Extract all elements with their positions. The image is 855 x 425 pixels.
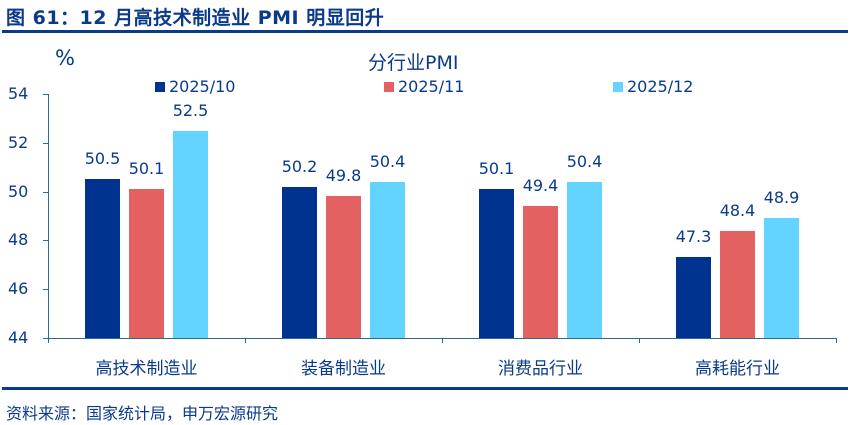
- chart-title: 分行业PMI: [368, 52, 459, 74]
- y-axis-unit: %: [55, 46, 75, 70]
- title-divider: [2, 30, 848, 33]
- y-tick-mark: [43, 240, 48, 241]
- legend-label: 2025/11: [398, 77, 465, 96]
- bar-value-label: 48.4: [719, 200, 756, 220]
- bar-value-label: 47.3: [675, 227, 712, 247]
- x-category-label: 装备制造业: [301, 359, 386, 379]
- figure-title: 图 61：12 月高技术制造业 PMI 明显回升: [6, 7, 385, 29]
- bar-2025-11: [326, 196, 361, 338]
- bar-value-label: 50.4: [566, 151, 603, 171]
- bar-2025-11: [523, 206, 558, 338]
- x-tick-mark: [639, 338, 640, 343]
- legend-swatch-2025-12: [613, 81, 623, 92]
- y-tick-label: 50: [8, 181, 29, 201]
- y-tick-label: 52: [8, 132, 29, 152]
- y-axis: [48, 94, 49, 339]
- legend-label: 2025/12: [627, 77, 694, 96]
- bar-2025-12: [370, 181, 405, 338]
- x-category-label: 消费品行业: [498, 359, 583, 379]
- y-tick-mark: [43, 143, 48, 144]
- bar-value-label: 50.1: [128, 159, 165, 179]
- bar-value-label: 49.8: [325, 166, 362, 186]
- bar-2025-10: [282, 186, 317, 338]
- bar-value-label: 50.1: [478, 159, 515, 179]
- legend-item-2025-11: 2025/11: [384, 77, 464, 96]
- legend-swatch-2025-11: [384, 81, 394, 92]
- x-tick-mark: [442, 338, 443, 343]
- y-tick-label: 54: [8, 84, 29, 103]
- bar-2025-12: [567, 181, 602, 338]
- bar-2025-11: [129, 189, 164, 338]
- legend-item-2025-10: 2025/10: [155, 77, 235, 96]
- bar-value-label: 52.5: [172, 100, 209, 120]
- bar-value-label: 50.5: [84, 149, 121, 169]
- x-category-label: 高技术制造业: [95, 359, 198, 379]
- legend-swatch-2025-10: [155, 81, 165, 92]
- y-tick-mark: [43, 192, 48, 193]
- bar-value-label: 50.4: [369, 151, 406, 171]
- y-tick-label: 46: [8, 279, 29, 299]
- legend-label: 2025/10: [169, 77, 236, 96]
- bar-2025-12: [173, 130, 208, 338]
- bar-value-label: 48.9: [763, 188, 800, 208]
- y-tick-mark: [43, 94, 48, 95]
- source-note: 资料来源：国家统计局，申万宏源研究: [6, 404, 279, 423]
- bar-value-label: 49.4: [522, 176, 559, 196]
- bar-value-label: 50.2: [281, 156, 318, 176]
- x-tick-mark: [48, 338, 49, 343]
- x-category-label: 高耗能行业: [695, 359, 780, 379]
- y-tick-label: 48: [8, 230, 29, 250]
- bar-2025-11: [720, 230, 755, 338]
- y-tick-label: 44: [8, 328, 29, 347]
- y-tick-mark: [43, 338, 48, 339]
- bar-2025-12: [764, 218, 799, 338]
- x-tick-mark: [836, 338, 837, 343]
- bar-2025-10: [85, 179, 120, 338]
- bar-2025-10: [479, 189, 514, 338]
- y-tick-mark: [43, 289, 48, 290]
- bar-2025-10: [676, 257, 711, 338]
- x-tick-mark: [245, 338, 246, 343]
- footer-divider: [2, 387, 848, 390]
- legend-item-2025-12: 2025/12: [613, 77, 693, 96]
